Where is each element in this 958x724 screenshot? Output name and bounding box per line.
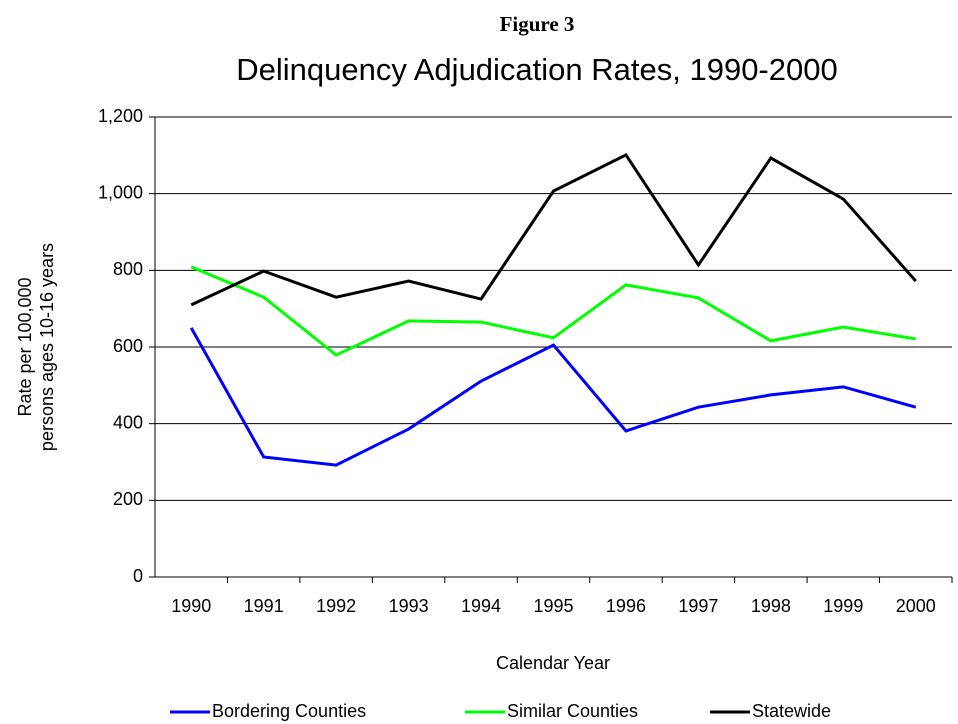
y-axis-label: Rate per 100,000 (15, 277, 35, 416)
y-tick-label: 1,000 (98, 182, 143, 202)
y-axis-label: persons ages 10-16 years (37, 243, 57, 451)
y-tick-label: 0 (133, 566, 143, 586)
x-tick-label: 1992 (316, 596, 356, 616)
series-line (190, 265, 917, 357)
legend-label: Bordering Counties (212, 701, 366, 721)
legend-label: Similar Counties (507, 701, 638, 721)
legend-label: Statewide (752, 701, 831, 721)
x-tick-label: 1995 (533, 596, 573, 616)
y-tick-label: 600 (113, 336, 143, 356)
x-tick-label: 1997 (678, 596, 718, 616)
x-tick-label: 1993 (389, 596, 429, 616)
series-line (189, 327, 917, 467)
y-tick-label: 400 (113, 412, 143, 432)
x-tick-label: 1996 (606, 596, 646, 616)
x-tick-label: 1990 (171, 596, 211, 616)
x-tick-label: 1991 (244, 596, 284, 616)
x-tick-label: 1994 (461, 596, 501, 616)
x-axis-label: Calendar Year (496, 653, 610, 673)
series-line (190, 153, 917, 307)
y-tick-label: 800 (113, 259, 143, 279)
figure-label: Figure 3 (500, 12, 575, 36)
chart-title: Delinquency Adjudication Rates, 1990-200… (236, 52, 837, 87)
y-tick-label: 200 (113, 489, 143, 509)
x-tick-label: 1999 (823, 596, 863, 616)
y-tick-label: 1,200 (98, 106, 143, 126)
x-tick-label: 1998 (751, 596, 791, 616)
x-tick-label: 2000 (896, 596, 936, 616)
